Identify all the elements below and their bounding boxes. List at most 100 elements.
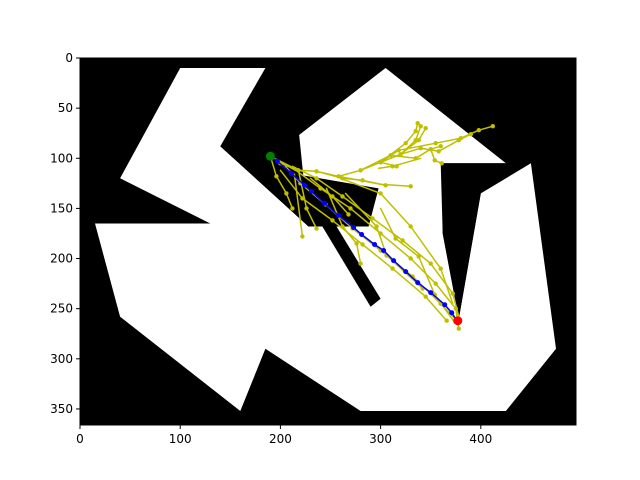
tree-node — [390, 266, 395, 271]
tree-node — [330, 218, 335, 223]
tree-edge — [331, 195, 350, 216]
tree-edge — [417, 255, 436, 296]
y-tick-label: 0 — [65, 51, 73, 65]
tree-node — [403, 141, 408, 146]
tree-node — [358, 261, 363, 266]
tree-node — [360, 178, 365, 183]
obstacle-region — [290, 158, 381, 307]
tree-edge — [297, 169, 308, 210]
tree-edge — [391, 267, 427, 298]
tree-node — [438, 144, 443, 149]
tree-node — [413, 138, 418, 143]
tree-edge — [305, 207, 318, 230]
tree-node — [450, 291, 455, 296]
tree-edge — [337, 175, 382, 186]
path-node — [336, 212, 341, 218]
tree-node — [340, 194, 345, 199]
path-node — [381, 248, 387, 253]
tree-node — [476, 128, 481, 133]
tree-node — [314, 226, 319, 231]
tree-node — [396, 148, 401, 153]
tree-edge — [389, 154, 417, 160]
tree-node — [336, 174, 341, 179]
tree-edge — [339, 177, 382, 195]
tree-node — [296, 168, 301, 173]
path-node — [372, 242, 378, 247]
tree-node — [354, 241, 359, 246]
y-tick-label: 150 — [50, 201, 73, 215]
tree-node — [433, 281, 438, 286]
tree-layer — [269, 121, 495, 331]
tree-node — [383, 183, 388, 188]
tree-edge — [344, 192, 378, 228]
tree-node — [394, 164, 399, 169]
tree-edge — [434, 137, 462, 144]
tree-node — [428, 261, 433, 266]
tree-node — [346, 212, 351, 217]
x-tick-label: 100 — [169, 432, 192, 446]
tree-edge — [404, 130, 417, 144]
tree-edge — [291, 165, 318, 180]
plot-area — [80, 58, 576, 425]
tree-node — [358, 168, 363, 173]
tree-node — [290, 206, 295, 211]
tree-node — [456, 326, 461, 331]
tree-edge — [285, 192, 294, 210]
tree-node — [390, 164, 395, 169]
path-node — [449, 310, 455, 316]
tree-node — [378, 160, 383, 165]
tree-node — [398, 152, 403, 157]
tree-edge — [361, 243, 394, 270]
tree-edge — [379, 192, 412, 228]
tree-edge — [452, 292, 460, 318]
tree-edge — [429, 262, 454, 295]
tree-node — [418, 146, 423, 151]
path-node — [288, 170, 294, 176]
solution-path-line — [269, 155, 458, 322]
tree-edge — [394, 237, 420, 258]
tree-edge — [414, 148, 432, 160]
tree-node — [439, 161, 444, 166]
goal-marker — [453, 316, 463, 326]
tree-edge — [279, 169, 304, 200]
tree-node — [436, 149, 441, 154]
tree-node — [374, 224, 379, 229]
tree-node — [348, 206, 353, 211]
tree-edge — [434, 282, 457, 310]
path-node — [351, 225, 357, 230]
x-tick-label: 400 — [469, 432, 492, 446]
tree-edge — [315, 177, 344, 198]
path-node — [403, 269, 409, 275]
x-tick-label: 200 — [269, 432, 292, 446]
tree-node — [415, 121, 420, 126]
tree-edge — [439, 267, 454, 305]
tree-node — [456, 138, 461, 143]
tree-node — [438, 266, 443, 271]
tree-node — [413, 129, 418, 134]
tree-edge — [401, 239, 432, 265]
tree-node — [318, 186, 323, 191]
tree-edge — [399, 139, 417, 156]
path-node — [391, 258, 397, 264]
path-node — [274, 158, 280, 164]
tree-edge — [397, 142, 437, 152]
path-node — [442, 302, 448, 308]
tree-edge — [349, 207, 382, 235]
tree-edge — [379, 207, 397, 240]
tree-node — [432, 158, 437, 163]
axes-frame — [79, 57, 577, 426]
tree-node — [378, 191, 383, 196]
tree-node — [360, 242, 365, 247]
tree-node — [444, 318, 449, 323]
tree-edge — [293, 173, 304, 238]
tree-edge — [337, 169, 362, 178]
tree-node — [314, 169, 319, 174]
path-node — [309, 188, 314, 194]
tree-node — [370, 216, 375, 221]
tree-node — [330, 194, 335, 199]
tree-node — [408, 184, 413, 189]
start-marker — [265, 151, 275, 161]
tree-node — [423, 294, 428, 299]
y-tick-label: 300 — [50, 352, 73, 366]
